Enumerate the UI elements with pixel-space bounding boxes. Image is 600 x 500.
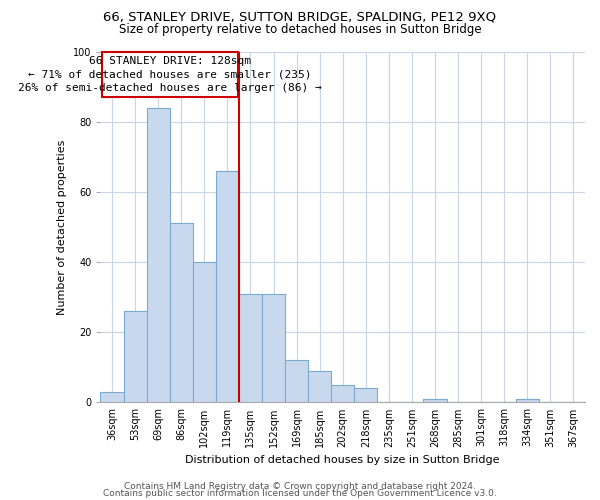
Bar	[516, 399, 539, 402]
Bar	[146, 108, 170, 403]
Text: Size of property relative to detached houses in Sutton Bridge: Size of property relative to detached ho…	[119, 22, 481, 36]
Bar	[193, 262, 216, 402]
Bar	[424, 399, 446, 402]
Text: 66, STANLEY DRIVE, SUTTON BRIDGE, SPALDING, PE12 9XQ: 66, STANLEY DRIVE, SUTTON BRIDGE, SPALDI…	[103, 10, 497, 23]
Bar	[285, 360, 308, 403]
Text: 66 STANLEY DRIVE: 128sqm
← 71% of detached houses are smaller (235)
26% of semi-: 66 STANLEY DRIVE: 128sqm ← 71% of detach…	[18, 56, 322, 92]
Text: Contains public sector information licensed under the Open Government Licence v3: Contains public sector information licen…	[103, 490, 497, 498]
Bar	[331, 385, 354, 402]
Bar	[239, 294, 262, 403]
Bar	[216, 171, 239, 402]
FancyBboxPatch shape	[101, 52, 238, 97]
Y-axis label: Number of detached properties: Number of detached properties	[58, 140, 67, 314]
Bar	[100, 392, 124, 402]
Bar	[124, 311, 146, 402]
Bar	[354, 388, 377, 402]
X-axis label: Distribution of detached houses by size in Sutton Bridge: Distribution of detached houses by size …	[185, 455, 500, 465]
Bar	[262, 294, 285, 403]
Bar	[308, 371, 331, 402]
Bar	[170, 224, 193, 402]
Text: Contains HM Land Registry data © Crown copyright and database right 2024.: Contains HM Land Registry data © Crown c…	[124, 482, 476, 491]
